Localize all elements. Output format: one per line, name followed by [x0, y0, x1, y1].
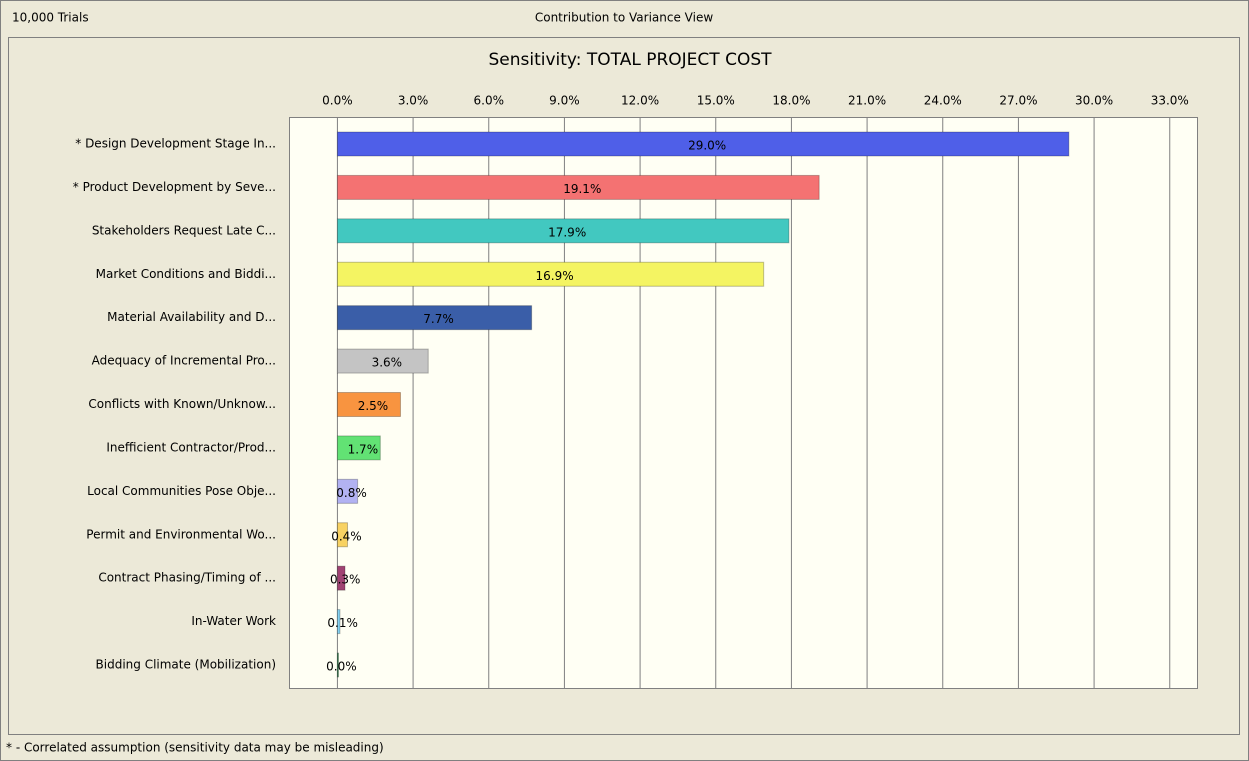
- data-label: 2.5%: [358, 399, 389, 413]
- data-label: 7.7%: [423, 312, 454, 326]
- x-tick-label: 12.0%: [621, 94, 659, 108]
- footnote: * - Correlated assumption (sensitivity d…: [6, 741, 384, 755]
- data-label: 3.6%: [372, 356, 403, 370]
- x-tick-label: 30.0%: [1075, 94, 1113, 108]
- x-tick-label: 6.0%: [474, 94, 505, 108]
- data-label: 16.9%: [535, 269, 573, 283]
- bar: [336, 131, 1070, 157]
- y-tick-label: Local Communities Pose Obje...: [87, 484, 276, 498]
- x-tick-label: 18.0%: [772, 94, 810, 108]
- bar: [336, 218, 790, 244]
- data-label: 0.4%: [331, 529, 362, 543]
- bar: [336, 261, 765, 287]
- bar: [336, 305, 533, 331]
- bar: [336, 174, 820, 200]
- bar: [336, 522, 349, 548]
- x-tick-label: 3.0%: [398, 94, 429, 108]
- y-tick-label: Stakeholders Request Late C...: [92, 223, 276, 237]
- y-tick-label: Inefficient Contractor/Prod...: [106, 440, 276, 454]
- bar: [336, 435, 381, 461]
- y-tick-label: * Product Development by Seve...: [73, 180, 276, 194]
- bar: [336, 392, 401, 417]
- data-label: 0.8%: [336, 486, 367, 500]
- bar: [336, 609, 341, 635]
- bar: [336, 652, 339, 678]
- y-tick-label: Conflicts with Known/Unknow...: [88, 397, 276, 411]
- y-tick-label: Material Availability and D...: [107, 310, 276, 324]
- x-tick-label: 0.0%: [322, 94, 353, 108]
- y-tick-label: Adequacy of Incremental Pro...: [92, 354, 276, 368]
- view-label: Contribution to Variance View: [535, 11, 713, 25]
- data-label: 0.0%: [326, 660, 357, 674]
- plot-area: [289, 117, 1198, 689]
- data-label: 29.0%: [688, 139, 726, 153]
- bar: [336, 478, 359, 504]
- chart-title: Sensitivity: TOTAL PROJECT COST: [488, 50, 772, 70]
- x-tick-label: 15.0%: [697, 94, 735, 108]
- x-tick-label: 24.0%: [924, 94, 962, 108]
- trials-label: 10,000 Trials: [12, 11, 89, 25]
- y-tick-label: Market Conditions and Biddi...: [96, 267, 276, 281]
- data-label: 19.1%: [563, 182, 601, 196]
- data-label: 1.7%: [348, 442, 379, 456]
- y-tick-label: Bidding Climate (Mobilization): [96, 658, 276, 672]
- bar: [336, 348, 429, 374]
- x-tick-label: 21.0%: [848, 94, 886, 108]
- bar: [336, 565, 346, 591]
- y-tick-label: Contract Phasing/Timing of ...: [98, 571, 276, 585]
- x-tick-label: 27.0%: [999, 94, 1037, 108]
- x-tick-label: 33.0%: [1151, 94, 1189, 108]
- data-label: 0.1%: [327, 616, 358, 630]
- y-tick-label: Permit and Environmental Wo...: [86, 527, 276, 541]
- y-tick-label: * Design Development Stage In...: [75, 137, 276, 151]
- y-tick-label: In-Water Work: [191, 614, 276, 628]
- x-tick-label: 9.0%: [549, 94, 580, 108]
- data-label: 0.3%: [330, 573, 361, 587]
- data-label: 17.9%: [548, 225, 586, 239]
